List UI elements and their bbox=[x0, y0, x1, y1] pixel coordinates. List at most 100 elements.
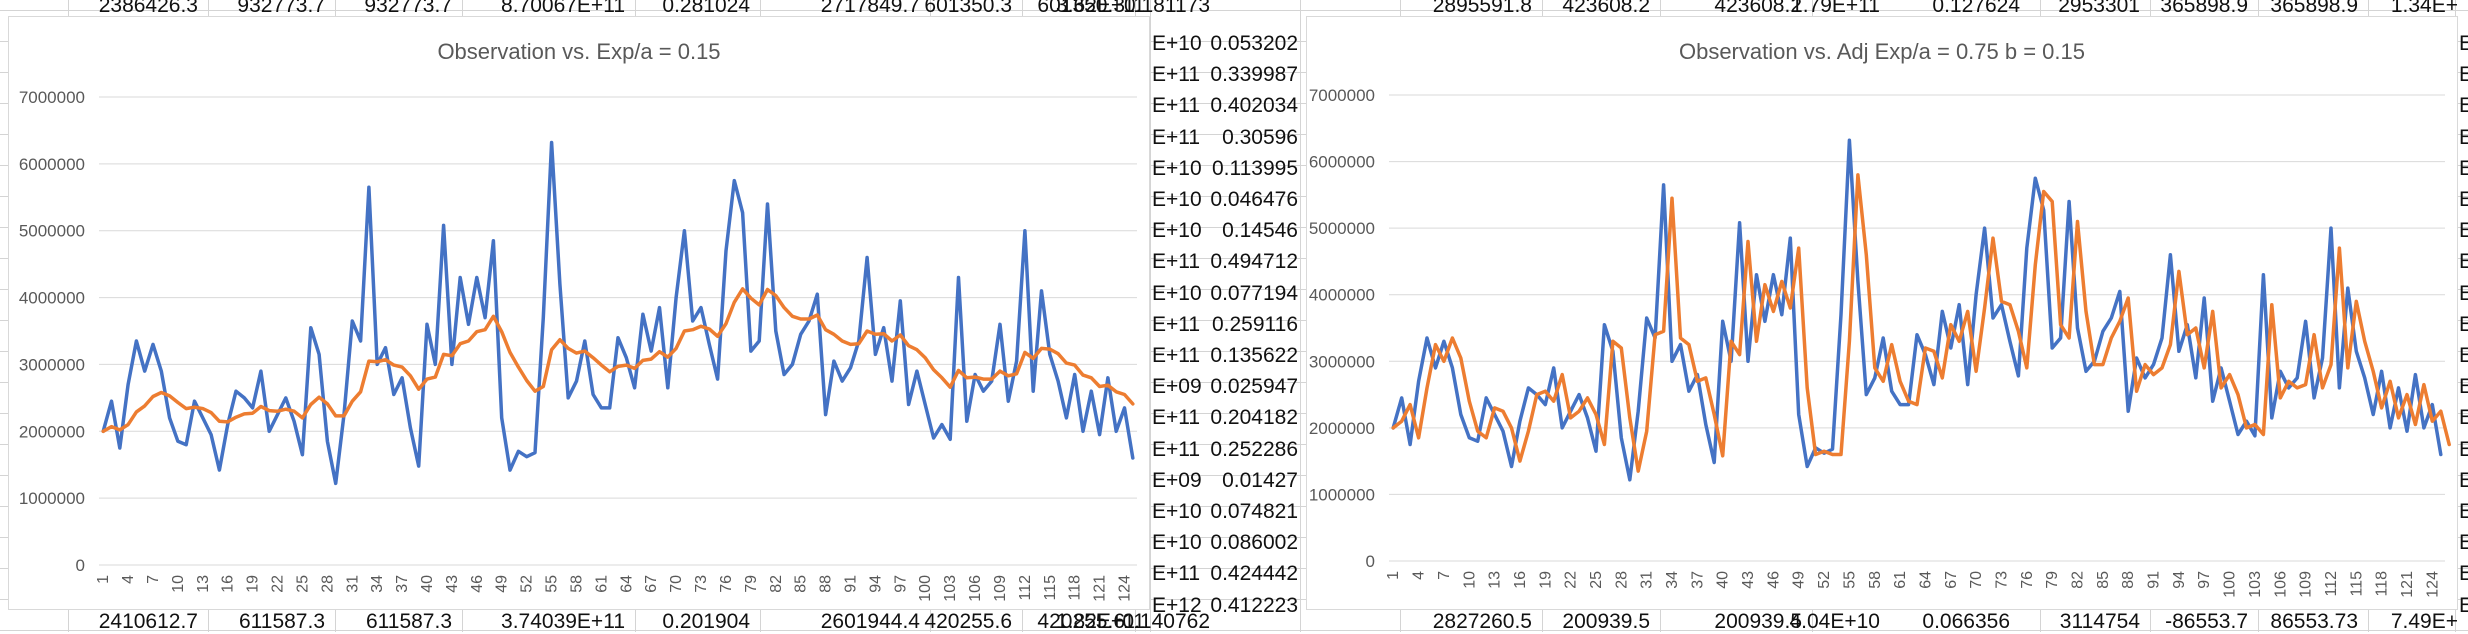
sheet-cell: 0.252286 bbox=[1210, 437, 1298, 461]
sheet-cell: 365898.9 bbox=[2160, 0, 2248, 17]
chart-title: Observation vs. Adj Exp/a = 0.75 b = 0.1… bbox=[1678, 39, 2086, 64]
x-tick-label: 46 bbox=[469, 575, 486, 593]
x-tick-label: 106 bbox=[2272, 571, 2289, 598]
sheet-cell: E+11 bbox=[1152, 250, 1201, 274]
sheet-cell: 0.339987 bbox=[1210, 63, 1298, 87]
sheet-cell: 86553.73 bbox=[2270, 610, 2358, 633]
series-line-1 bbox=[1391, 138, 2443, 482]
x-tick-label: 82 bbox=[2070, 571, 2087, 589]
x-tick-label: 4 bbox=[120, 575, 137, 584]
sheet-cell: 200939.5 bbox=[1714, 610, 1802, 633]
x-tick-label: 121 bbox=[1092, 575, 1109, 602]
x-tick-label: 28 bbox=[319, 575, 336, 593]
sheet-cell: 0.259116 bbox=[1211, 312, 1298, 336]
x-tick-label: 73 bbox=[693, 575, 710, 593]
sheet-cell: E+11 bbox=[1152, 94, 1201, 118]
sheet-cell: 0.046476 bbox=[1210, 188, 1298, 211]
sheet-cell: 0.281024 bbox=[662, 0, 750, 17]
x-tick-label: 85 bbox=[793, 575, 810, 593]
sheet-gridline bbox=[0, 227, 2468, 228]
sheet-cell: 0.086002 bbox=[1210, 531, 1298, 555]
x-tick-label: 22 bbox=[1563, 571, 1580, 589]
x-tick-label: 91 bbox=[843, 575, 860, 593]
x-tick-label: 19 bbox=[245, 575, 262, 593]
sheet-cell: E+ bbox=[2459, 281, 2468, 305]
sheet-cell: E+ bbox=[2459, 219, 2468, 243]
sheet-cell: 0.412223 bbox=[1210, 593, 1298, 617]
chart-exp-smoothing[interactable]: Observation vs. Exp/a = 0.15 0 1000000 200… bbox=[8, 16, 1150, 610]
x-tick-label: 121 bbox=[2399, 571, 2416, 598]
x-tick-label: 82 bbox=[768, 575, 785, 593]
sheet-cell: E+10 bbox=[1152, 219, 1202, 243]
sheet-gridline bbox=[0, 630, 2468, 631]
sheet-cell: E+10 bbox=[1152, 156, 1202, 180]
sheet-cell: 0.053202 bbox=[1210, 32, 1298, 55]
sheet-cell: 932773.7 bbox=[364, 0, 452, 17]
x-tick-label: 4 bbox=[1411, 571, 1428, 580]
series-line-2 bbox=[101, 287, 1135, 434]
x-tick-label: 55 bbox=[544, 575, 561, 593]
sheet-cell: E+12 bbox=[1152, 593, 1202, 617]
sheet-cell: E+ bbox=[2459, 250, 2468, 274]
sheet-cell: E+ bbox=[2459, 500, 2468, 523]
sheet-cell: E+10 bbox=[1152, 188, 1202, 211]
sheet-cell: 0.113995 bbox=[1211, 156, 1298, 180]
sheet-cell: E+ bbox=[2459, 188, 2468, 211]
x-tick-label: 31 bbox=[344, 575, 361, 593]
sheet-cell: E+11 bbox=[1152, 344, 1201, 367]
sheet-cell: 4.04E+10 bbox=[1789, 610, 1880, 633]
x-tick-label: 79 bbox=[743, 575, 760, 593]
sheet-cell: 0.181173 bbox=[1123, 0, 1210, 17]
sheet-cell: E+10 bbox=[1152, 500, 1202, 523]
x-tick-label: 58 bbox=[1867, 571, 1884, 589]
sheet-gridline bbox=[0, 475, 2468, 476]
x-tick-label: 76 bbox=[2019, 571, 2036, 589]
sheet-cell: E+09 bbox=[1152, 375, 1202, 399]
y-tick-label: 6000000 bbox=[1309, 153, 1375, 172]
sheet-cell: E+ bbox=[2459, 125, 2468, 149]
sheet-cell: 0.30596 bbox=[1222, 125, 1298, 149]
y-tick-label: 7000000 bbox=[1309, 86, 1375, 105]
y-tick-label: 6000000 bbox=[19, 155, 85, 174]
sheet-gridline bbox=[0, 72, 2468, 73]
x-tick-label: 64 bbox=[618, 575, 635, 593]
sheet-cell: 3.62E+11 bbox=[1056, 0, 1145, 17]
x-tick-label: 7 bbox=[145, 575, 162, 584]
sheet-cell: E+ bbox=[2459, 562, 2468, 586]
sheet-cell: 0.01427 bbox=[1222, 468, 1298, 492]
x-tick-label: 100 bbox=[2222, 571, 2239, 598]
x-tick-label: 34 bbox=[1664, 571, 1681, 589]
x-tick-label: 7 bbox=[1436, 571, 1453, 580]
sheet-cell: 0.074821 bbox=[1210, 500, 1298, 523]
x-tick-label: 49 bbox=[1791, 571, 1808, 589]
x-tick-label: 124 bbox=[1117, 575, 1134, 602]
x-tick-label: 97 bbox=[2196, 571, 2213, 589]
sheet-cell: 0.204182 bbox=[1210, 406, 1298, 430]
sheet-cell: E+11 bbox=[1152, 562, 1201, 586]
y-tick-label: 0 bbox=[76, 556, 85, 575]
sheet-gridline bbox=[1150, 0, 1151, 632]
y-tick-label: 3000000 bbox=[1309, 352, 1375, 371]
x-tick-label: 31 bbox=[1639, 571, 1656, 589]
sheet-cell: 932773.7 bbox=[237, 0, 325, 17]
chart-adj-exp-smoothing[interactable]: Observation vs. Adj Exp/a = 0.75 b = 0.1… bbox=[1306, 16, 2458, 610]
y-tick-label: 1000000 bbox=[19, 489, 85, 508]
chart-plot-area: 0 1000000 2000000 3000000 4000000 5000000 6000… bbox=[19, 88, 1137, 602]
sheet-cell: E+ bbox=[2459, 32, 2468, 55]
sheet-gridline bbox=[1300, 0, 1301, 632]
sheet-cell: 365898.9 bbox=[2270, 0, 2358, 17]
y-tick-label: 2000000 bbox=[1309, 419, 1375, 438]
x-tick-label: 94 bbox=[2171, 571, 2188, 589]
sheet-cell: E+ bbox=[2459, 593, 2468, 617]
x-tick-label: 115 bbox=[1042, 575, 1059, 601]
y-tick-label: 5000000 bbox=[19, 222, 85, 241]
sheet-cell: 423608.2 bbox=[1714, 0, 1802, 17]
sheet-cell: 0.077194 bbox=[1210, 281, 1298, 305]
sheet-cell: 7.49E+ bbox=[2390, 610, 2458, 633]
x-tick-label: 34 bbox=[369, 575, 386, 593]
x-tick-label: 103 bbox=[2247, 571, 2264, 598]
sheet-gridline bbox=[0, 165, 2468, 166]
sheet-gridline bbox=[0, 196, 2468, 197]
sheet-gridline bbox=[0, 568, 2468, 569]
x-tick-label: 16 bbox=[220, 575, 237, 593]
